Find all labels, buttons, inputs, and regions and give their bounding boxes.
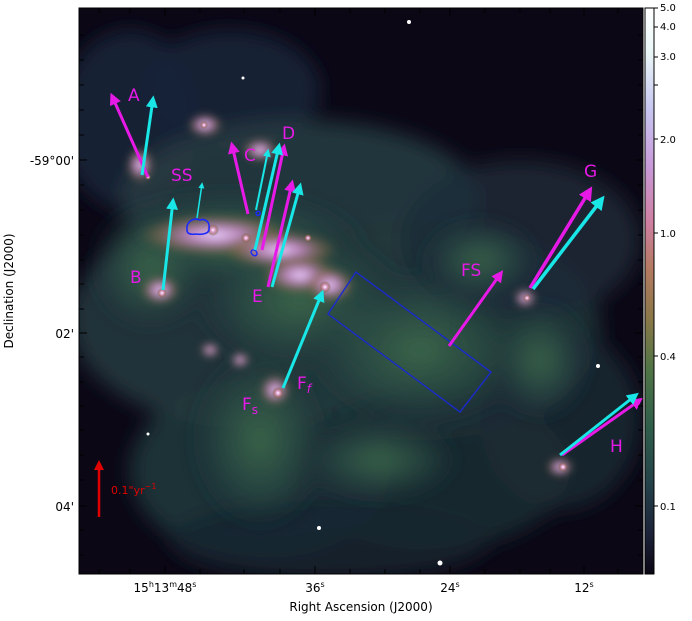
colorbar-tick: 4.0 [660, 22, 676, 33]
colorbar-tick: 3.0 [660, 52, 676, 63]
arrow-a-magenta [109, 92, 150, 178]
colorbar: 5.0 4.0 3.0 2.0 1.0 0.4 0.1 [644, 3, 676, 575]
overlays [186, 210, 492, 413]
arrow-h-magenta [561, 397, 643, 457]
arrow-d-magenta [260, 143, 289, 251]
label-d: D [282, 124, 295, 144]
arrow-g-cyan [531, 195, 605, 291]
colorbar-tick: 2.0 [660, 135, 676, 146]
label-f-f: Ff [297, 374, 313, 396]
arrow-g-magenta [528, 186, 593, 289]
label-f-s: Fs [242, 395, 258, 417]
slit-box [327, 270, 492, 413]
sky-image [79, 8, 643, 574]
contour-ss [186, 218, 210, 236]
colorbar-tick: 0.1 [660, 502, 676, 513]
y-tick-labels: -59°00' 02' 04' [30, 154, 74, 514]
y-tick-label: -59°00' [30, 154, 74, 168]
x-tick-label: 12s [574, 580, 593, 595]
arrow-a-cyan [140, 95, 158, 176]
y-tick-label: 02' [55, 327, 74, 341]
contour-c [255, 210, 261, 217]
label-ss: SS [171, 166, 193, 186]
scale-bar-label: 0.1"yr−1 [111, 482, 156, 497]
arrow-c-magenta [228, 141, 250, 215]
y-tick-label: 04' [55, 500, 74, 514]
arrow-e-cyan [270, 182, 304, 288]
x-tick-label: 36s [305, 580, 324, 595]
label-e: E [252, 287, 263, 307]
arrow-ss-cyan [196, 182, 205, 219]
y-axis-title: Declination (J2000) [2, 233, 16, 348]
colorbar-tick: 5.0 [660, 3, 676, 14]
arrow-c-cyan [255, 148, 271, 211]
label-a: A [128, 86, 140, 106]
colorbar-tick: 1.0 [660, 229, 676, 240]
x-axis-title: Right Ascension (J2000) [289, 600, 432, 614]
label-b: B [130, 268, 142, 288]
arrow-fs-magenta [447, 270, 504, 347]
x-tick-label: 24s [440, 580, 459, 595]
x-tick-labels: 15h13m48s 36s 24s 12s [134, 580, 594, 595]
arrow-f-cyan [281, 289, 325, 389]
label-fs-region: FS [461, 261, 481, 281]
plot-frame [78, 7, 644, 575]
x-tick-label: 15h13m48s [134, 580, 197, 595]
contour-e [250, 249, 258, 257]
arrow-h-cyan [559, 392, 639, 457]
label-g: G [584, 162, 597, 182]
label-h: H [610, 437, 623, 457]
arrow-e-magenta [266, 179, 296, 288]
arrow-d-cyan [253, 142, 283, 251]
region-labels: A B SS C D E FS G H Fs Ff 0.1"yr−1 [111, 86, 623, 497]
colorbar-tick: 0.4 [660, 352, 676, 363]
arrow-b-cyan [161, 197, 179, 291]
label-c: C [244, 146, 256, 166]
motion-arrows [94, 92, 643, 517]
